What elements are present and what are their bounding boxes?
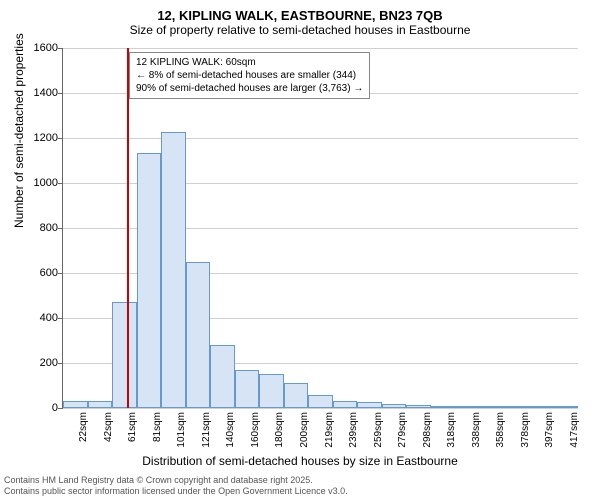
y-tick-label: 400 bbox=[32, 312, 58, 324]
histogram-bar bbox=[210, 345, 235, 408]
x-tick-label: 81sqm bbox=[152, 412, 163, 442]
chart-title: 12, KIPLING WALK, EASTBOURNE, BN23 7QB bbox=[0, 0, 600, 23]
histogram-bar bbox=[333, 401, 358, 408]
footer-line2: Contains public sector information licen… bbox=[4, 486, 348, 498]
annotation-line2: ← 8% of semi-detached houses are smaller… bbox=[136, 69, 363, 82]
x-tick-label: 378sqm bbox=[520, 412, 531, 448]
histogram-bar bbox=[480, 406, 505, 408]
x-tick-label: 338sqm bbox=[471, 412, 482, 448]
footer-line1: Contains HM Land Registry data © Crown c… bbox=[4, 475, 348, 487]
x-tick-label: 101sqm bbox=[176, 412, 187, 448]
x-tick-label: 61sqm bbox=[127, 412, 138, 442]
histogram-bar bbox=[284, 383, 309, 408]
y-tick-label: 1400 bbox=[32, 87, 58, 99]
x-tick-label: 298sqm bbox=[422, 412, 433, 448]
x-tick-label: 358sqm bbox=[495, 412, 506, 448]
x-tick-label: 239sqm bbox=[348, 412, 359, 448]
y-tick-label: 1600 bbox=[32, 42, 58, 54]
x-tick-label: 259sqm bbox=[373, 412, 384, 448]
histogram-bar bbox=[382, 404, 407, 409]
annotation-line1: 12 KIPLING WALK: 60sqm bbox=[136, 56, 363, 69]
marker-line bbox=[127, 48, 129, 408]
x-tick-label: 180sqm bbox=[274, 412, 285, 448]
x-axis-label: Distribution of semi-detached houses by … bbox=[0, 454, 600, 468]
histogram-bar bbox=[259, 374, 284, 408]
histogram-bar bbox=[504, 406, 529, 408]
x-tick-label: 42sqm bbox=[103, 412, 114, 442]
x-tick-label: 200sqm bbox=[299, 412, 310, 448]
plot-area: 12 KIPLING WALK: 60sqm ← 8% of semi-deta… bbox=[62, 48, 578, 409]
histogram-bar bbox=[406, 405, 431, 408]
gridline bbox=[63, 138, 578, 139]
histogram-bar bbox=[186, 262, 211, 408]
x-tick-label: 279sqm bbox=[397, 412, 408, 448]
histogram-bar bbox=[137, 153, 162, 408]
x-tick-label: 140sqm bbox=[225, 412, 236, 448]
y-tick-label: 800 bbox=[32, 222, 58, 234]
annotation-box: 12 KIPLING WALK: 60sqm ← 8% of semi-deta… bbox=[129, 52, 370, 99]
y-tick-label: 600 bbox=[32, 267, 58, 279]
footer-text: Contains HM Land Registry data © Crown c… bbox=[4, 475, 348, 498]
gridline bbox=[63, 48, 578, 49]
histogram-bar bbox=[161, 132, 186, 408]
histogram-bar bbox=[235, 370, 260, 408]
histogram-bar bbox=[63, 401, 88, 408]
histogram-bar bbox=[431, 406, 456, 408]
histogram-bar bbox=[88, 401, 113, 408]
histogram-bar bbox=[308, 395, 333, 409]
x-tick-label: 160sqm bbox=[250, 412, 261, 448]
chart-container: 12, KIPLING WALK, EASTBOURNE, BN23 7QB S… bbox=[0, 0, 600, 500]
histogram-bar bbox=[553, 406, 578, 408]
y-axis-label: Number of semi-detached properties bbox=[12, 33, 26, 228]
histogram-bar bbox=[455, 406, 480, 408]
histogram-bar bbox=[529, 406, 554, 408]
x-tick-label: 417sqm bbox=[569, 412, 580, 448]
y-tick-label: 0 bbox=[32, 402, 58, 414]
x-tick-label: 22sqm bbox=[78, 412, 89, 442]
x-tick-label: 397sqm bbox=[544, 412, 555, 448]
y-tick-label: 200 bbox=[32, 357, 58, 369]
gridline bbox=[63, 408, 578, 409]
histogram-bar bbox=[357, 402, 382, 408]
x-tick-label: 318sqm bbox=[446, 412, 457, 448]
y-tick-label: 1200 bbox=[32, 132, 58, 144]
y-tick-label: 1000 bbox=[32, 177, 58, 189]
x-tick-label: 121sqm bbox=[201, 412, 212, 448]
annotation-line3: 90% of semi-detached houses are larger (… bbox=[136, 82, 363, 95]
chart-subtitle: Size of property relative to semi-detach… bbox=[0, 23, 600, 41]
x-tick-label: 219sqm bbox=[324, 412, 335, 448]
histogram-bar bbox=[112, 302, 137, 408]
